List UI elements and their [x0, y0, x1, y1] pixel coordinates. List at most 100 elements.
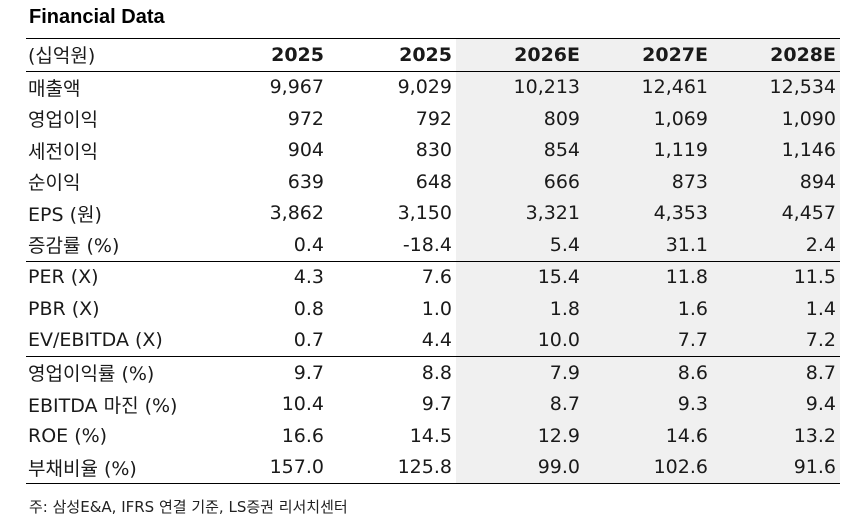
- table-cell: 1,069: [653, 107, 708, 130]
- table-cell: 7.6: [421, 266, 452, 289]
- table-cell: 1.8: [549, 297, 580, 320]
- table-cell: 894: [799, 170, 836, 193]
- table-cell: 3,862: [269, 202, 324, 225]
- row-label: PER (X): [28, 266, 99, 289]
- table-row: ROE (%) 16.6 14.5 12.9 14.6 13.2: [26, 420, 840, 452]
- table-row: EPS (원) 3,862 3,150 3,321 4,353 4,457: [26, 198, 840, 230]
- row-label: PBR (X): [28, 297, 100, 320]
- table-cell: -18.4: [402, 233, 452, 256]
- table-cell: 12.9: [537, 424, 580, 447]
- table-row: 세전이익 904 830 854 1,119 1,146: [26, 135, 840, 167]
- table-cell: 1,119: [653, 139, 708, 162]
- row-label: 세전이익: [28, 140, 98, 163]
- column-header: 2025: [399, 43, 452, 66]
- table-cell: 125.8: [397, 456, 452, 479]
- table-cell: 7.2: [805, 329, 836, 352]
- table-cell: 4.3: [293, 266, 324, 289]
- table-title: Financial Data: [29, 6, 165, 28]
- table-row: 증감률 (%) 0.4 -18.4 5.4 31.1 2.4: [26, 229, 840, 261]
- row-label: 영업이익: [28, 109, 98, 132]
- table-cell: 7.9: [549, 361, 580, 384]
- table-row: 영업이익률 (%) 9.7 8.8 7.9 8.6 8.7: [26, 356, 840, 389]
- column-header: 2026E: [514, 43, 580, 66]
- column-header: 2027E: [642, 43, 708, 66]
- header-row: (십억원) 2025 2025 2026E 2027E 2028E: [26, 38, 840, 71]
- table-cell: 972: [287, 107, 324, 130]
- table-cell: 102.6: [653, 456, 708, 479]
- table-cell: 9.3: [677, 393, 708, 416]
- table-cell: 7.7: [677, 329, 708, 352]
- table-cell: 9,029: [397, 76, 452, 99]
- row-label: EBITDA 마진 (%): [28, 394, 178, 417]
- column-header: 2028E: [770, 43, 836, 66]
- financial-table-container: (십억원) 2025 2025 2026E 2027E 2028E 매출액 9,9…: [26, 38, 840, 484]
- row-label: 영업이익률 (%): [28, 363, 155, 386]
- table-cell: 10.4: [281, 393, 324, 416]
- table-row: PER (X) 4.3 7.6 15.4 11.8 11.5: [26, 261, 840, 293]
- table-cell: 0.7: [293, 329, 324, 352]
- table-cell: 10.0: [537, 329, 580, 352]
- table-cell: 11.8: [665, 266, 708, 289]
- table-cell: 809: [543, 107, 580, 130]
- table-cell: 1,090: [781, 107, 836, 130]
- table-cell: 648: [415, 170, 452, 193]
- table-cell: 873: [671, 170, 708, 193]
- table-cell: 14.5: [409, 424, 452, 447]
- table-cell: 99.0: [537, 456, 580, 479]
- row-label: 부채비율 (%): [28, 457, 137, 480]
- table-cell: 14.6: [665, 424, 708, 447]
- table-cell: 639: [287, 170, 324, 193]
- table-cell: 12,461: [641, 76, 708, 99]
- table-row: PBR (X) 0.8 1.0 1.8 1.6 1.4: [26, 293, 840, 325]
- table-cell: 0.4: [293, 233, 324, 256]
- source-footnote: 주: 삼성E&A, IFRS 연결 기준, LS증권 리서치센터: [29, 498, 348, 516]
- row-label: ROE (%): [28, 424, 108, 447]
- table-cell: 12,534: [769, 76, 836, 99]
- table-cell: 4,353: [653, 202, 708, 225]
- column-header: 2025: [271, 43, 324, 66]
- table-cell: 11.5: [793, 266, 836, 289]
- table-cell: 1.4: [805, 297, 836, 320]
- table-cell: 666: [543, 170, 580, 193]
- table-cell: 1,146: [781, 139, 836, 162]
- table-cell: 1.6: [677, 297, 708, 320]
- table-cell: 4.4: [421, 329, 452, 352]
- table-cell: 5.4: [549, 233, 580, 256]
- table-cell: 10,213: [513, 76, 580, 99]
- table-cell: 8.8: [421, 361, 452, 384]
- table-cell: 8.6: [677, 361, 708, 384]
- row-label: EPS (원): [28, 203, 102, 226]
- table-row: EV/EBITDA (X) 0.7 4.4 10.0 7.7 7.2: [26, 325, 840, 357]
- table-cell: 2.4: [805, 233, 836, 256]
- row-label: 순이익: [28, 172, 81, 195]
- row-label: 증감률 (%): [28, 235, 120, 258]
- table-cell: 904: [287, 139, 324, 162]
- table-row: 영업이익 972 792 809 1,069 1,090: [26, 103, 840, 135]
- table-row: 매출액 9,967 9,029 10,213 12,461 12,534: [26, 71, 840, 103]
- table-cell: 792: [415, 107, 452, 130]
- table-cell: 3,150: [397, 202, 452, 225]
- row-label: EV/EBITDA (X): [28, 329, 163, 352]
- table-cell: 13.2: [793, 424, 836, 447]
- table-cell: 157.0: [269, 456, 324, 479]
- table-cell: 16.6: [281, 424, 324, 447]
- table-row: EBITDA 마진 (%) 10.4 9.7 8.7 9.3 9.4: [26, 389, 840, 421]
- table-cell: 9,967: [269, 76, 324, 99]
- estimate-column-shade: [456, 38, 840, 484]
- table-cell: 9.4: [805, 393, 836, 416]
- table-cell: 8.7: [549, 393, 580, 416]
- table-cell: 91.6: [793, 456, 836, 479]
- table-cell: 31.1: [665, 233, 708, 256]
- table-row: 순이익 639 648 666 873 894: [26, 166, 840, 198]
- table-cell: 0.8: [293, 297, 324, 320]
- unit-label: (십억원): [28, 45, 96, 68]
- table-cell: 1.0: [421, 297, 452, 320]
- row-label: 매출액: [28, 77, 81, 100]
- table-cell: 854: [543, 139, 580, 162]
- table-cell: 15.4: [537, 266, 580, 289]
- table-cell: 3,321: [525, 202, 580, 225]
- table-cell: 9.7: [293, 361, 324, 384]
- table-cell: 830: [415, 139, 452, 162]
- table-cell: 8.7: [805, 361, 836, 384]
- financial-data-table: (십억원) 2025 2025 2026E 2027E 2028E 매출액 9,9…: [26, 38, 840, 484]
